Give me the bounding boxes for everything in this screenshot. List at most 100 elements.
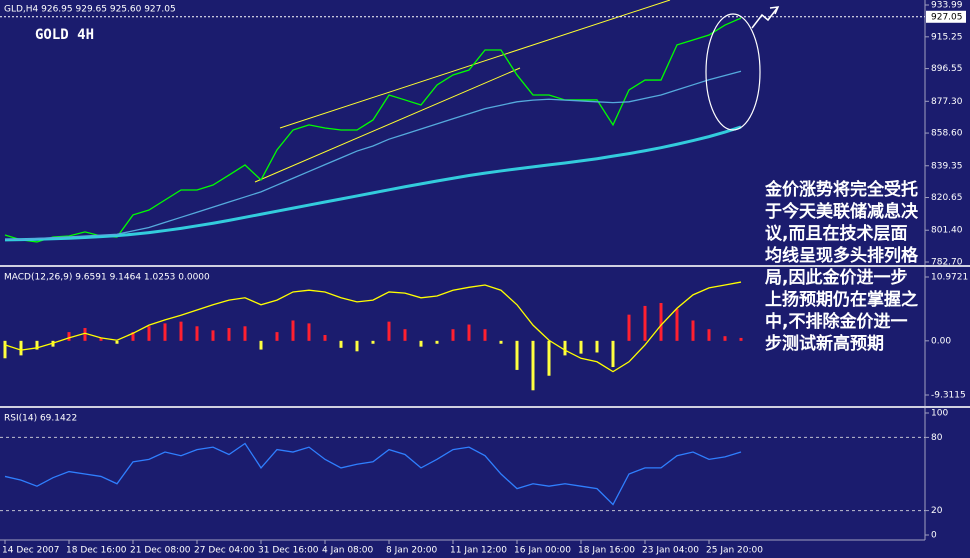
y-tick-label: 80 (931, 433, 943, 443)
annotation-line: 议,而且在技术层面 (765, 223, 907, 244)
histogram-bar (467, 324, 471, 341)
histogram-bar (323, 335, 327, 341)
histogram-bar (339, 340, 343, 348)
histogram-bar (419, 340, 423, 347)
histogram-bar (515, 340, 519, 370)
highlight-ellipse (705, 13, 761, 131)
annotation-line: 中,不排除金价进一 (765, 311, 907, 332)
histogram-bar (483, 329, 487, 341)
histogram-bar (131, 332, 135, 341)
series-line (4, 125, 742, 242)
histogram-bar (659, 303, 663, 341)
channel-line (279, 0, 671, 129)
histogram-bar (163, 323, 167, 341)
histogram-bar (35, 340, 39, 350)
x-tick-label: 27 Dec 04:00 (194, 546, 255, 556)
histogram-bar (387, 321, 391, 341)
histogram-bar (355, 340, 359, 352)
histogram-bar (563, 340, 567, 356)
annotation-line: 均线呈现多头排列格 (765, 245, 919, 266)
x-tick-label: 18 Dec 16:00 (66, 546, 127, 556)
y-tick-label: 782.70 (931, 257, 963, 267)
y-tick-label: 933.99 (931, 0, 963, 10)
annotation-line: 步测试新高预期 (765, 333, 884, 354)
x-tick-label: 11 Jan 12:00 (450, 546, 507, 556)
x-tick-label: 21 Dec 08:00 (130, 546, 191, 556)
series-line (4, 281, 742, 373)
histogram-bar (627, 314, 631, 341)
price-header: GLD,H4 926.95 929.65 925.60 927.05 (4, 5, 176, 15)
histogram-bar (611, 340, 615, 368)
trend-arrow (751, 6, 779, 29)
x-tick-label: 18 Jan 16:00 (578, 546, 635, 556)
annotation-line: 局,因此金价进一步 (765, 267, 907, 288)
arrow-head (769, 6, 780, 15)
x-tick-label: 25 Jan 20:00 (706, 546, 763, 556)
y-tick-label: 10.9721 (931, 272, 968, 282)
histogram-bar (115, 340, 119, 344)
series-line (4, 442, 742, 506)
y-tick-label: 820.65 (931, 193, 963, 203)
y-tick-label: 0.00 (931, 336, 951, 346)
x-tick-label: 31 Dec 16:00 (258, 546, 319, 556)
x-tick-label: 8 Jan 20:00 (386, 546, 438, 556)
last-price-box (926, 10, 966, 23)
histogram-bar (211, 330, 215, 341)
histogram-bar (579, 340, 583, 354)
histogram-bar (547, 340, 551, 376)
y-tick-label: 896.55 (931, 64, 963, 74)
histogram-bar (675, 308, 679, 341)
x-tick-label: 16 Jan 00:00 (514, 546, 571, 556)
y-tick-label: -9.3115 (931, 391, 966, 401)
histogram-bar (707, 329, 711, 341)
histogram-bar (243, 326, 247, 341)
histogram-bar (451, 329, 455, 341)
y-tick-label: 100 (931, 409, 948, 419)
histogram-bar (67, 332, 71, 341)
histogram-bar (723, 336, 727, 341)
x-tick-label: 23 Jan 04:00 (642, 546, 699, 556)
last-price-label: 927.05 (931, 12, 963, 22)
histogram-bar (371, 340, 375, 344)
histogram-bar (227, 328, 231, 341)
histogram-bar (147, 326, 151, 341)
histogram-bar (499, 340, 503, 344)
histogram-bar (99, 337, 103, 341)
annotation-line: 上扬预期仍在掌握之 (765, 289, 918, 310)
rsi-header: RSI(14) 69.1422 (4, 414, 77, 424)
histogram-bar (691, 320, 695, 341)
y-tick-label: 858.60 (931, 129, 963, 139)
y-tick-label: 0 (931, 530, 937, 540)
histogram-bar (3, 340, 7, 359)
histogram-bar (275, 332, 279, 341)
histogram-bar (179, 321, 183, 341)
histogram-bar (403, 329, 407, 341)
macd-header: MACD(12,26,9) 9.6591 9.1464 1.0253 0.000… (4, 273, 210, 283)
y-tick-label: 877.30 (931, 97, 963, 107)
histogram-bar (307, 323, 311, 341)
annotation-line: 于今天美联储减息决 (765, 201, 919, 222)
histogram-bar (435, 340, 439, 344)
y-tick-label: 801.40 (931, 226, 963, 236)
marks (0, 4, 929, 544)
y-tick-label: 839.35 (931, 161, 963, 171)
annotation-line: 金价涨势将完全受托 (764, 179, 918, 200)
y-tick-label: 20 (931, 506, 943, 516)
series-line (5, 70, 742, 241)
chart-title: GOLD 4H (35, 27, 94, 43)
histogram-bar (83, 328, 87, 341)
histogram-bar (531, 340, 535, 391)
x-tick-label: 14 Dec 2007 (2, 546, 60, 556)
histogram-bar (595, 340, 599, 353)
histogram-bar (195, 326, 199, 341)
channel-line (254, 67, 521, 183)
series-line (4, 17, 742, 243)
y-tick-label: 915.25 (931, 32, 963, 42)
histogram-bar (19, 340, 23, 356)
histogram-bar (259, 340, 263, 350)
histogram-bar (291, 320, 295, 341)
histogram-bar (739, 337, 743, 341)
x-tick-label: 4 Jan 08:00 (322, 546, 374, 556)
